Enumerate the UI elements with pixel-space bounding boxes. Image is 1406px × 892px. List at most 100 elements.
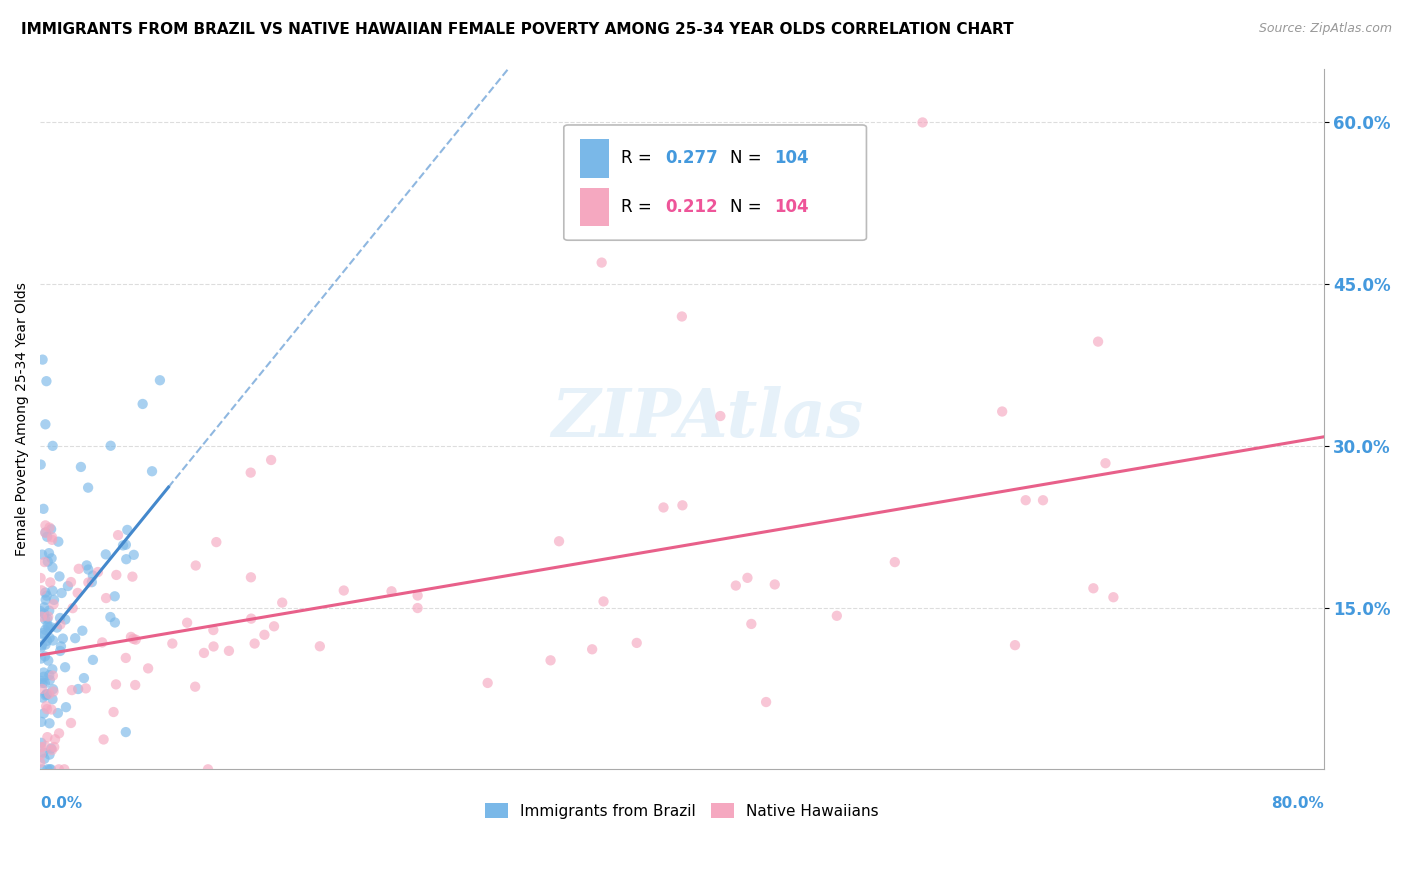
- Point: [42, 597, 65, 611]
- Point: [406, 589, 429, 603]
- Point: [125, 632, 148, 647]
- Point: [825, 608, 848, 623]
- Point: [724, 578, 747, 592]
- Point: [149, 373, 172, 387]
- Point: [34, 752, 56, 766]
- Point: [38, 621, 60, 635]
- Point: [31, 681, 53, 696]
- Point: [763, 577, 786, 591]
- Point: [671, 310, 693, 324]
- Point: [34, 592, 56, 607]
- Point: [93, 732, 115, 747]
- Point: [197, 762, 219, 776]
- Point: [883, 555, 905, 569]
- Point: [32, 706, 55, 721]
- Point: [1087, 334, 1109, 349]
- Point: [41, 551, 63, 566]
- Point: [48, 569, 70, 583]
- Point: [239, 570, 262, 584]
- Point: [32, 626, 55, 640]
- Point: [41, 530, 63, 544]
- Point: [737, 571, 759, 585]
- Point: [32, 600, 55, 615]
- Point: [184, 558, 207, 573]
- Point: [37, 730, 59, 744]
- Point: [38, 520, 60, 534]
- Point: [75, 681, 97, 696]
- Point: [540, 653, 562, 667]
- Point: [41, 533, 63, 547]
- Point: [202, 640, 225, 654]
- Point: [37, 762, 59, 776]
- Point: [122, 548, 145, 562]
- Point: [30, 747, 52, 762]
- Point: [91, 635, 114, 649]
- Text: 0.277: 0.277: [665, 150, 718, 168]
- Point: [100, 610, 122, 624]
- Point: [39, 522, 62, 536]
- Point: [67, 562, 90, 576]
- Point: [136, 661, 159, 675]
- Point: [243, 636, 266, 650]
- Point: [46, 621, 69, 635]
- Point: [42, 684, 65, 698]
- Point: [141, 464, 163, 478]
- Point: [32, 746, 55, 760]
- Point: [477, 676, 499, 690]
- Point: [37, 530, 59, 544]
- Point: [30, 604, 52, 618]
- Point: [38, 546, 60, 560]
- Point: [263, 619, 285, 633]
- Point: [30, 640, 52, 655]
- Point: [30, 583, 52, 598]
- Point: [46, 706, 69, 720]
- Point: [37, 612, 59, 626]
- Point: [37, 609, 59, 624]
- Point: [53, 762, 76, 776]
- Text: 0.212: 0.212: [665, 198, 717, 216]
- Point: [740, 616, 762, 631]
- Point: [39, 741, 62, 756]
- Point: [60, 683, 83, 698]
- Point: [34, 417, 56, 432]
- Point: [35, 699, 58, 714]
- Text: Source: ZipAtlas.com: Source: ZipAtlas.com: [1258, 22, 1392, 36]
- Point: [30, 458, 52, 472]
- Point: [39, 762, 62, 776]
- Point: [46, 534, 69, 549]
- Point: [73, 671, 96, 685]
- Point: [42, 592, 65, 607]
- Point: [49, 617, 72, 632]
- Point: [39, 620, 62, 634]
- Point: [1102, 591, 1125, 605]
- Point: [31, 638, 53, 652]
- Point: [1094, 456, 1116, 470]
- Point: [49, 640, 72, 654]
- Point: [94, 547, 117, 561]
- Point: [32, 607, 55, 621]
- Point: [77, 575, 100, 590]
- Point: [35, 374, 58, 388]
- Text: R =: R =: [621, 198, 657, 216]
- Point: [82, 653, 104, 667]
- Point: [38, 747, 60, 762]
- Point: [35, 688, 58, 702]
- Point: [32, 670, 55, 684]
- Point: [59, 716, 82, 731]
- Point: [652, 500, 675, 515]
- Point: [32, 501, 55, 516]
- Point: [82, 568, 104, 582]
- Text: N =: N =: [730, 150, 766, 168]
- Point: [260, 453, 283, 467]
- Point: [41, 702, 63, 716]
- Point: [124, 678, 146, 692]
- Point: [38, 762, 60, 776]
- Point: [34, 739, 56, 753]
- Point: [34, 525, 56, 540]
- Point: [30, 756, 52, 770]
- Point: [30, 673, 52, 688]
- Point: [114, 651, 136, 665]
- Point: [31, 762, 53, 776]
- Point: [41, 439, 63, 453]
- Point: [31, 548, 53, 562]
